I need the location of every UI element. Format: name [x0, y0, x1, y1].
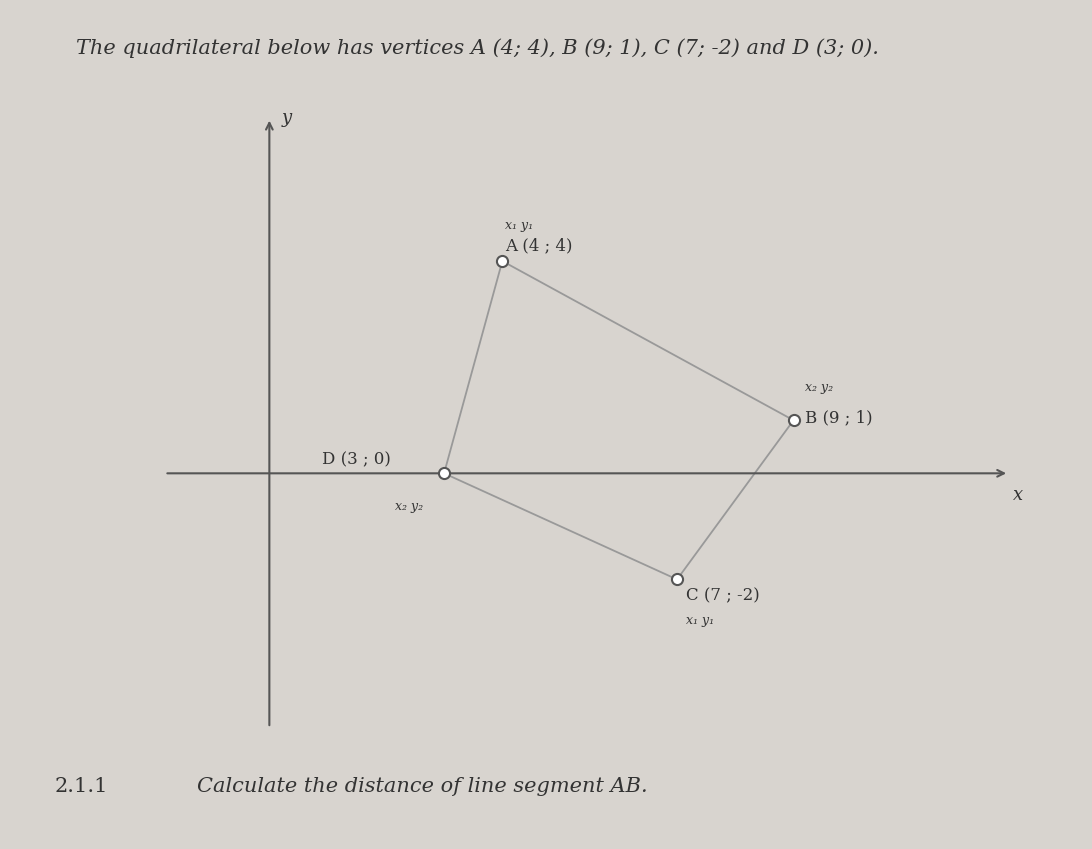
Text: Calculate the distance of line segment AB.: Calculate the distance of line segment A…: [197, 777, 648, 796]
Text: y: y: [282, 109, 292, 127]
Text: A (4 ; 4): A (4 ; 4): [506, 238, 572, 255]
Text: x₁ y₁: x₁ y₁: [506, 219, 533, 232]
Text: x₂ y₂: x₂ y₂: [805, 380, 833, 394]
Text: C (7 ; -2): C (7 ; -2): [686, 588, 760, 604]
Text: The quadrilateral below has vertices A (4; 4), B (9; 1), C (7; -2) and D (3; 0).: The quadrilateral below has vertices A (…: [76, 38, 879, 58]
Text: D (3 ; 0): D (3 ; 0): [322, 451, 391, 468]
Text: 2.1.1: 2.1.1: [55, 777, 108, 796]
Text: x: x: [1012, 486, 1023, 503]
Text: B (9 ; 1): B (9 ; 1): [805, 409, 873, 426]
Text: x₁ y₁: x₁ y₁: [686, 614, 714, 627]
Text: x₂ y₂: x₂ y₂: [394, 500, 423, 513]
